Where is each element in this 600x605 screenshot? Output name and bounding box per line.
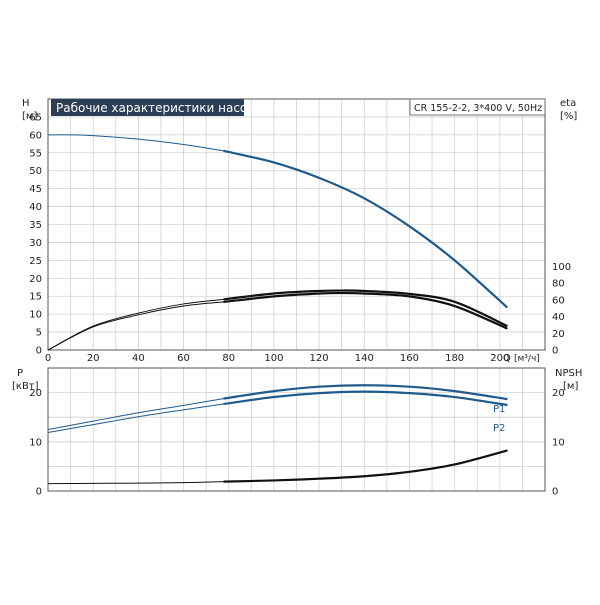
- npsh-axis-label: NPSH: [555, 368, 582, 379]
- series-label-p1: P1: [493, 404, 505, 415]
- y2-tick-label: 40: [552, 312, 565, 323]
- top-series-group: [47, 134, 508, 351]
- pump-model-label: CR 155-2-2, 3*400 V, 50Hz: [414, 103, 542, 114]
- head-efficiency-panel: 0 20 40 60 80 100 120 140 160 180 2000510152025303…: [22, 98, 577, 364]
- efficiency-curve-2-thin: [47, 298, 225, 351]
- y-axis-label: H: [22, 98, 30, 109]
- x-tick-label: 80: [222, 353, 235, 364]
- chart-title: Рабочие характеристики насоса: [56, 101, 261, 115]
- power-tick-label: 0: [36, 487, 42, 498]
- npsh-tick-label: 10: [552, 437, 565, 448]
- head-curve-thin: [47, 134, 225, 152]
- x-tick-label: 180: [445, 353, 464, 364]
- series-label-p2: P2: [493, 423, 505, 434]
- npsh-tick-label: 20: [552, 388, 565, 399]
- y-tick-label: 65: [29, 112, 42, 123]
- x-tick-label: 40: [132, 353, 145, 364]
- efficiency-curve-2-duty: [223, 289, 508, 327]
- power-tick-label: 10: [29, 437, 42, 448]
- y-tick-label: 45: [29, 184, 42, 195]
- model-box: [409, 98, 546, 116]
- y-axis-unit: [м]: [22, 111, 37, 122]
- power-tick-label: 20: [29, 388, 42, 399]
- bottom-grid: [48, 368, 545, 491]
- y-tick-label: 50: [29, 166, 42, 177]
- y-tick-label: 5: [36, 328, 42, 339]
- bottom-tick-labels: 0 10 20 0 10 20: [29, 388, 564, 497]
- npsh-curve-thin: [47, 481, 225, 485]
- x-tick-label: 60: [177, 353, 190, 364]
- power-curve-p1-thin: [47, 398, 225, 430]
- power-axis-unit: [кВт]: [12, 381, 39, 392]
- y-tick-label: 55: [29, 148, 42, 159]
- head-curve-duty: [223, 149, 508, 309]
- y-tick-label: 20: [29, 274, 42, 285]
- top-tick-labels: 0 20 40 60 80 100 120 140 160 180 2000510152025303…: [29, 112, 571, 364]
- y2-tick-label: 80: [552, 279, 565, 290]
- y-tick-label: 60: [29, 130, 42, 141]
- power-curve-p2-duty: [223, 390, 508, 406]
- y2-tick-label: 60: [552, 295, 565, 306]
- y-tick-label: 30: [29, 238, 42, 249]
- npsh-curve-duty: [223, 449, 508, 483]
- x-tick-label: 0: [45, 353, 51, 364]
- y-tick-label: 40: [29, 202, 42, 213]
- chart-title-box: [51, 99, 244, 116]
- y-tick-label: 15: [29, 292, 42, 303]
- efficiency-curve-1-duty: [223, 291, 508, 330]
- x-tick-label: 140: [355, 353, 374, 364]
- x-tick-label: 200: [490, 353, 509, 364]
- y2-axis-unit: [%]: [560, 111, 577, 122]
- y2-tick-label: 0: [552, 346, 558, 357]
- power-axis-label: P: [17, 368, 23, 379]
- efficiency-curve-1-thin: [47, 301, 225, 351]
- x-tick-label: 160: [400, 353, 419, 364]
- npsh-tick-label: 0: [552, 487, 558, 498]
- npsh-axis-unit: [м]: [563, 381, 578, 392]
- y-tick-label: 25: [29, 256, 42, 267]
- top-grid: [48, 99, 545, 350]
- y-tick-label: 0: [36, 346, 42, 357]
- y-tick-label: 35: [29, 220, 42, 231]
- y2-tick-label: 20: [552, 329, 565, 340]
- x-axis-label: Q: [503, 353, 511, 364]
- power-curve-p1-duty: [223, 384, 508, 401]
- power-curve-p2-thin: [47, 403, 225, 433]
- y2-tick-label: 100: [552, 262, 571, 273]
- y-tick-label: 10: [29, 310, 42, 321]
- y2-axis-label: eta: [560, 98, 576, 109]
- bottom-series-group: [47, 384, 508, 485]
- power-npsh-panel: 0 10 20 0 10 20 P [кВт] NPSH [м] P1 P2: [12, 367, 582, 498]
- x-tick-label: 120: [310, 353, 329, 364]
- x-axis-unit: [м³/ч]: [514, 354, 540, 364]
- top-plot-frame: [47, 98, 546, 351]
- x-tick-label: 20: [87, 353, 100, 364]
- x-tick-label: 100: [264, 353, 283, 364]
